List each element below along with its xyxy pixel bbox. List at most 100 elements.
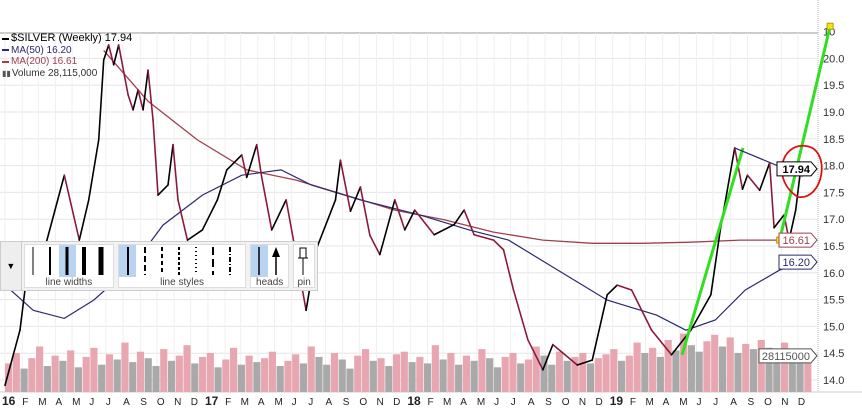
price-line-segment <box>502 248 515 291</box>
line-style-option[interactable] <box>187 245 204 277</box>
volume-bar <box>749 349 758 392</box>
volume-bar <box>548 364 556 392</box>
volume-bar <box>718 346 727 392</box>
volume-bar <box>167 360 176 392</box>
volume-bar <box>695 351 703 392</box>
x-tick-label: O <box>157 397 165 408</box>
price-line-segment <box>334 159 342 201</box>
x-tick-label: N <box>377 397 384 408</box>
x-tick-label: N <box>579 397 586 408</box>
pin-group[interactable]: pin <box>293 244 315 288</box>
head-none-option[interactable] <box>250 245 268 277</box>
volume-bar <box>299 363 308 392</box>
price-line-segment <box>591 293 608 361</box>
price-line-segment <box>527 338 544 371</box>
x-tick-label: F <box>630 397 636 408</box>
volume-bar <box>493 367 502 392</box>
last-price-tag: 17.94 <box>776 161 818 177</box>
volume-bar <box>136 351 145 392</box>
x-tick-label: A <box>123 397 130 408</box>
price-line-segment <box>741 174 749 190</box>
volume-bar <box>416 356 424 392</box>
x-tick-label: 16 <box>2 394 16 408</box>
price-swatch <box>2 37 9 40</box>
head-arrow-option[interactable] <box>268 245 285 277</box>
y-tick-label: 17.0 <box>823 214 844 226</box>
x-tick-label: F <box>428 397 434 408</box>
price-line-segment <box>394 199 406 231</box>
x-tick-label: F <box>225 397 231 408</box>
volume-bar <box>307 346 315 392</box>
x-tick-label: J <box>89 397 94 408</box>
annotation-toolbar: ▼ line widths line styles heads pin <box>0 241 318 291</box>
green-trendline <box>778 25 832 241</box>
line-width-option[interactable] <box>58 245 76 277</box>
volume-bar <box>455 364 463 392</box>
price-line-segment <box>746 174 761 192</box>
price-line-segment <box>102 44 110 61</box>
price-line-segment <box>87 139 100 201</box>
volume-bar <box>377 358 385 392</box>
arrow-up-icon <box>272 247 281 275</box>
price-line-segment <box>260 176 273 231</box>
price-line-segment <box>201 199 219 231</box>
toolbar-dropdown-button[interactable]: ▼ <box>1 242 22 290</box>
volume-bar <box>796 358 804 392</box>
volume-bar <box>478 349 486 392</box>
x-tick-label: 18 <box>407 394 421 408</box>
line-width-option[interactable] <box>76 245 93 277</box>
volume-bar <box>237 364 245 392</box>
x-tick-label: D <box>798 397 805 408</box>
ma200-line <box>103 49 801 244</box>
volume-bar <box>183 345 191 392</box>
pin-icon[interactable] <box>294 245 311 277</box>
line-style-option[interactable] <box>136 245 153 277</box>
line-styles-label: line styles <box>160 277 205 288</box>
volume-bar <box>563 360 571 392</box>
line-width-option[interactable] <box>93 245 110 277</box>
red-circle-annotation <box>781 145 823 198</box>
x-tick-label: M <box>477 397 485 408</box>
last-ma200-tag-box <box>778 232 818 248</box>
x-tick-label: A <box>326 397 333 408</box>
x-tick-label: M <box>38 397 46 408</box>
volume-bar <box>276 366 284 392</box>
price-line-segment <box>552 343 579 366</box>
volume-bar <box>486 358 494 392</box>
volume-bar <box>555 351 564 392</box>
legend-ma50-label: MA(50) 16.20 <box>11 44 72 56</box>
x-tick-label: J <box>494 397 499 408</box>
line-style-option[interactable] <box>170 245 187 277</box>
line-width-option[interactable] <box>42 245 59 277</box>
volume-bar <box>400 351 408 392</box>
y-tick-label: 18.0 <box>823 161 844 173</box>
line-style-option[interactable] <box>119 245 137 277</box>
price-line-segment <box>616 284 633 291</box>
volume-bar <box>67 350 75 392</box>
volume-bar <box>51 355 59 392</box>
line-style-option[interactable] <box>153 245 170 277</box>
price-line-segment <box>186 229 204 241</box>
line-width-option[interactable] <box>25 245 42 277</box>
volume-bar <box>82 356 90 392</box>
price-line-segment <box>413 209 435 236</box>
volume-bar <box>447 353 455 392</box>
price-line-segment <box>270 199 287 231</box>
volume-bar <box>354 355 362 392</box>
volume-bar <box>175 355 183 392</box>
price-line-segment <box>97 59 105 141</box>
line-style-option[interactable] <box>221 245 238 277</box>
x-tick-label: M <box>645 397 653 408</box>
green-trendline <box>680 147 745 356</box>
price-line-segment <box>255 143 263 179</box>
volume-bar <box>788 350 796 392</box>
line-style-option[interactable] <box>204 245 221 277</box>
x-tick-label: 19 <box>610 394 624 408</box>
volume-bar <box>517 363 525 392</box>
price-line-segment <box>132 89 139 111</box>
legend-ma200: MA(200) 16.61 <box>2 56 132 68</box>
price-line-segment <box>112 44 120 66</box>
price-line-segment <box>245 143 258 179</box>
price-line-segment <box>152 119 159 196</box>
